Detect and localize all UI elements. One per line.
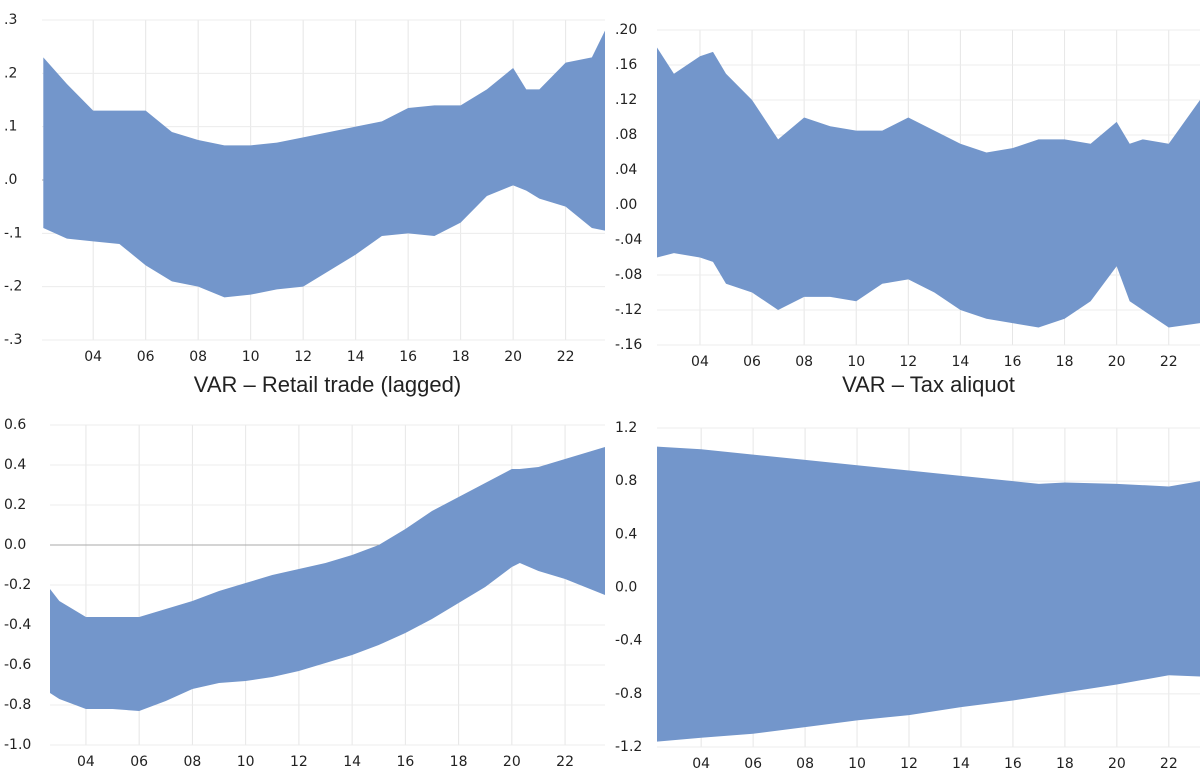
x-tick-label: 18 xyxy=(452,349,470,365)
y-tick-label: 1.2 xyxy=(615,420,637,436)
band-area xyxy=(657,446,1200,742)
y-tick-label: -0.4 xyxy=(4,617,31,633)
x-tick-label: 16 xyxy=(399,349,417,365)
x-tick-label: 20 xyxy=(1108,756,1126,772)
x-tick-label: 14 xyxy=(347,349,365,365)
y-tick-label: 0.0 xyxy=(4,537,26,553)
x-tick-label: 18 xyxy=(450,754,468,770)
x-tick-label: 08 xyxy=(183,754,201,770)
x-tick-label: 22 xyxy=(1160,756,1178,772)
y-tick-label: -.1 xyxy=(4,225,22,241)
x-tick-label: 16 xyxy=(1004,756,1022,772)
y-tick-label: -0.8 xyxy=(615,686,642,702)
x-tick-label: 18 xyxy=(1056,756,1074,772)
y-tick-label: .1 xyxy=(4,119,17,135)
x-tick-label: 06 xyxy=(137,349,155,365)
y-tick-label: 0.4 xyxy=(615,526,637,542)
y-tick-label: 0.2 xyxy=(4,497,26,513)
x-tick-label: 14 xyxy=(951,354,969,370)
y-tick-label: -0.2 xyxy=(4,577,31,593)
x-tick-label: 14 xyxy=(343,754,361,770)
x-tick-label: 14 xyxy=(952,756,970,772)
x-tick-label: 20 xyxy=(504,349,522,365)
x-tick-label: 06 xyxy=(130,754,148,770)
x-tick-label: 12 xyxy=(294,349,312,365)
x-tick-label: 04 xyxy=(692,756,710,772)
y-tick-label: .2 xyxy=(4,65,17,81)
y-tick-label: -0.6 xyxy=(4,657,31,673)
x-tick-label: 12 xyxy=(290,754,308,770)
y-tick-label: -.12 xyxy=(615,302,642,318)
y-tick-label: 0.4 xyxy=(4,457,26,473)
y-tick-label: -1.0 xyxy=(4,737,31,753)
y-tick-label: -.2 xyxy=(4,279,22,295)
y-tick-label: .04 xyxy=(615,162,637,178)
y-tick-label: .0 xyxy=(4,172,17,188)
x-tick-label: 16 xyxy=(1004,354,1022,370)
x-tick-label: 16 xyxy=(396,754,414,770)
x-tick-label: 10 xyxy=(847,354,865,370)
y-tick-label: .3 xyxy=(4,12,17,28)
x-tick-label: 06 xyxy=(743,354,761,370)
x-tick-label: 04 xyxy=(84,349,102,365)
x-tick-label: 18 xyxy=(1056,354,1074,370)
x-tick-label: 04 xyxy=(77,754,95,770)
x-tick-label: 04 xyxy=(691,354,709,370)
y-tick-label: .00 xyxy=(615,197,637,213)
x-tick-label: 22 xyxy=(557,349,575,365)
x-tick-label: 20 xyxy=(1108,354,1126,370)
y-tick-label: 0.8 xyxy=(615,473,637,489)
band-area xyxy=(657,47,1200,328)
y-tick-label: -1.2 xyxy=(615,739,642,755)
x-tick-label: 12 xyxy=(900,756,918,772)
x-tick-label: 08 xyxy=(189,349,207,365)
x-tick-label: 08 xyxy=(796,756,814,772)
band-area xyxy=(43,30,605,298)
y-tick-label: -0.4 xyxy=(615,633,642,649)
chart-title: VAR – Retail trade (lagged) xyxy=(194,372,461,397)
y-tick-label: 0.6 xyxy=(4,417,26,433)
x-tick-label: 10 xyxy=(242,349,260,365)
y-tick-label: .20 xyxy=(615,22,637,38)
x-tick-label: 10 xyxy=(848,756,866,772)
x-tick-label: 22 xyxy=(1160,354,1178,370)
y-tick-label: .12 xyxy=(615,92,637,108)
x-tick-label: 06 xyxy=(744,756,762,772)
y-tick-label: -.04 xyxy=(615,232,642,248)
x-tick-label: 10 xyxy=(237,754,255,770)
y-tick-label: -.08 xyxy=(615,267,642,283)
y-tick-label: -.16 xyxy=(615,337,642,353)
y-tick-label: 0.0 xyxy=(615,580,637,596)
x-tick-label: 20 xyxy=(503,754,521,770)
x-tick-label: 22 xyxy=(556,754,574,770)
y-tick-label: -0.8 xyxy=(4,697,31,713)
band-area xyxy=(50,447,605,711)
y-tick-label: .16 xyxy=(615,57,637,73)
x-tick-label: 12 xyxy=(899,354,917,370)
y-tick-label: -.3 xyxy=(4,332,22,348)
x-tick-label: 08 xyxy=(795,354,813,370)
chart-title: VAR – Tax aliquot xyxy=(842,372,1015,397)
y-tick-label: .08 xyxy=(615,127,637,143)
